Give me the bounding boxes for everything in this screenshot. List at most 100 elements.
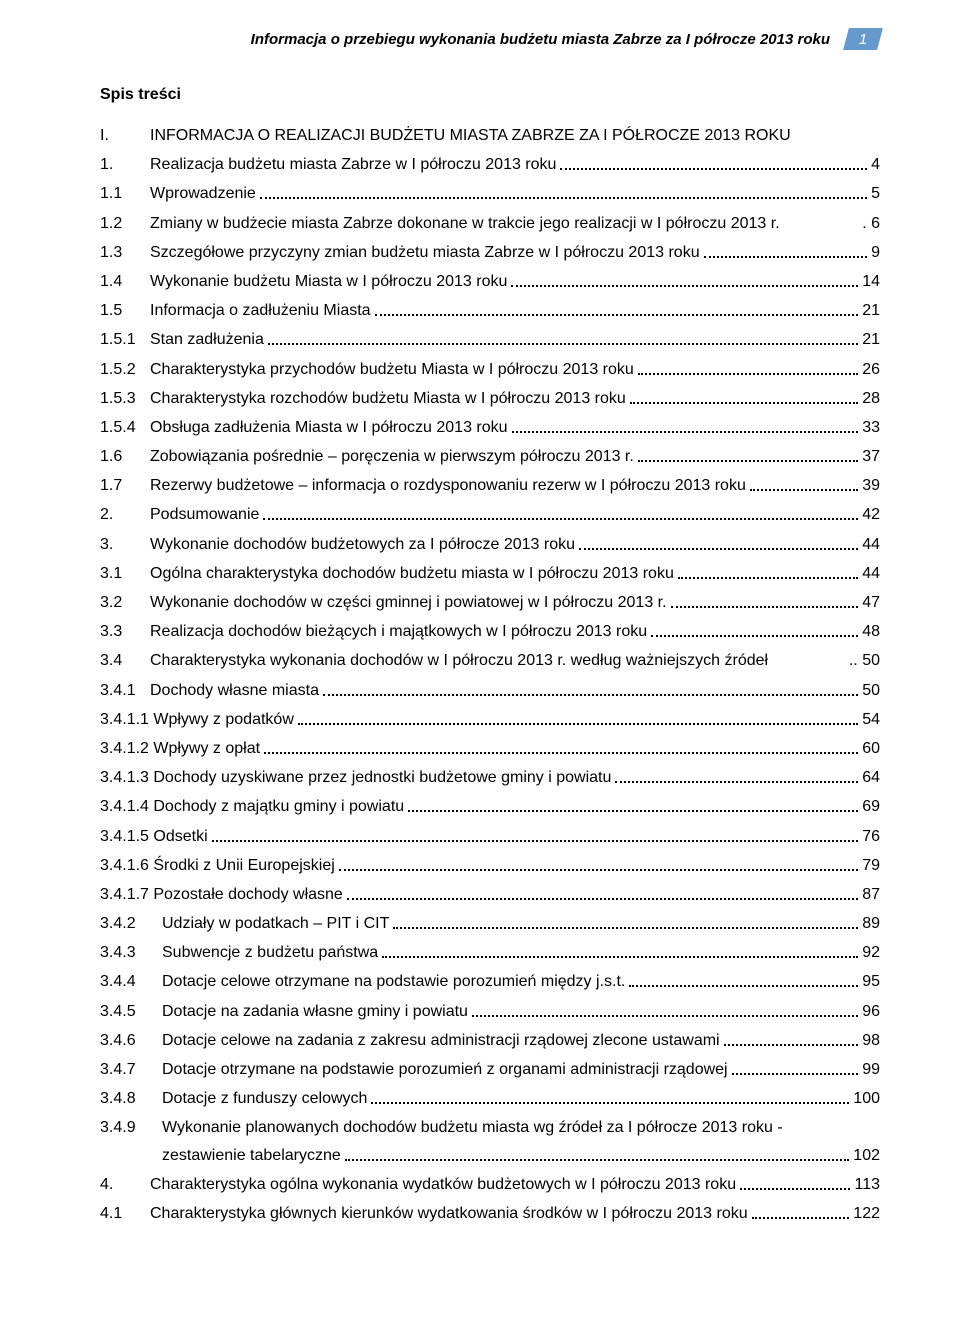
toc-number: 3.4.1: [100, 683, 150, 699]
toc-row: 4.1Charakterystyka głównych kierunków wy…: [100, 1206, 880, 1222]
toc-leader: [260, 197, 867, 199]
toc-page: 69: [862, 799, 880, 815]
toc-title: Wykonanie dochodów w części gminnej i po…: [150, 595, 667, 611]
toc-title: Stan zadłużenia: [150, 332, 264, 348]
toc-title: INFORMACJA O REALIZACJI BUDŻETU MIASTA Z…: [150, 128, 791, 144]
toc-number: 4.: [100, 1177, 150, 1193]
toc-leader: [298, 723, 858, 725]
toc-title: Obsługa zadłużenia Miasta w I półroczu 2…: [150, 420, 508, 436]
toc-row: 3.3Realizacja dochodów bieżących i mająt…: [100, 624, 880, 640]
toc-leader: [375, 314, 859, 316]
toc-title: Podsumowanie: [150, 507, 259, 523]
toc-leader: [347, 898, 858, 900]
toc-number: 1.5: [100, 303, 150, 319]
toc-leader: [724, 1044, 859, 1046]
toc-row: 1.4Wykonanie budżetu Miasta w I półroczu…: [100, 274, 880, 290]
toc-title: Charakterystyka ogólna wykonania wydatkó…: [150, 1177, 736, 1193]
toc-number: 1.5.1: [100, 332, 150, 348]
toc-row: 3.4.1.1 Wpływy z podatków54: [100, 712, 880, 728]
toc-leader: [393, 927, 858, 929]
toc-row: 1.5.1Stan zadłużenia21: [100, 332, 880, 348]
toc-page: 98: [862, 1033, 880, 1049]
toc-number: 3.4.9: [100, 1120, 162, 1136]
toc-row: 3.4.5Dotacje na zadania własne gminy i p…: [100, 1004, 880, 1020]
toc-heading: Spis treści: [100, 86, 880, 104]
toc-row: 1.2Zmiany w budżecie miasta Zabrze dokon…: [100, 216, 880, 232]
toc-leader: [630, 402, 858, 404]
toc-page: . 6: [862, 216, 880, 232]
toc-leader: [678, 577, 858, 579]
toc-title: Dotacje celowe na zadania z zakresu admi…: [162, 1033, 720, 1049]
page-header: Informacja o przebiegu wykonania budżetu…: [100, 28, 880, 50]
toc-title: Zobowiązania pośrednie – poręczenia w pi…: [150, 449, 634, 465]
toc-leader: [750, 489, 858, 491]
toc-leader: [345, 1159, 850, 1161]
toc-row: 1.7Rezerwy budżetowe – informacja o rozd…: [100, 478, 880, 494]
toc-row: 1.5.3Charakterystyka rozchodów budżetu M…: [100, 391, 880, 407]
header-title: Informacja o przebiegu wykonania budżetu…: [251, 31, 830, 48]
toc-number: 3.4.2: [100, 916, 162, 932]
toc-title: Dotacje celowe otrzymane na podstawie po…: [162, 974, 625, 990]
toc-page: 47: [862, 595, 880, 611]
toc-number: 3.: [100, 537, 150, 553]
toc-row: 3.4.1.6 Środki z Unii Europejskiej79: [100, 858, 880, 874]
toc-page: 100: [853, 1091, 880, 1107]
toc-page: 64: [862, 770, 880, 786]
toc-row: 3.4Charakterystyka wykonania dochodów w …: [100, 653, 880, 669]
toc-title: Informacja o zadłużeniu Miasta: [150, 303, 371, 319]
toc-row: 1.6Zobowiązania pośrednie – poręczenia w…: [100, 449, 880, 465]
toc-title: 3.4.1.7 Pozostałe dochody własne: [100, 887, 343, 903]
toc-number: 3.4.7: [100, 1062, 162, 1078]
toc-leader: [323, 694, 858, 696]
toc-page: 102: [853, 1148, 880, 1164]
toc-leader: [732, 1073, 859, 1075]
toc-row: 3.4.1Dochody własne miasta50: [100, 683, 880, 699]
toc-row: 3.4.1.2 Wpływy z opłat60: [100, 741, 880, 757]
toc-row: 4.Charakterystyka ogólna wykonania wydat…: [100, 1177, 880, 1193]
toc-page: 76: [862, 829, 880, 845]
toc-number: 4.1: [100, 1206, 150, 1222]
toc-page: 60: [862, 741, 880, 757]
toc-number: 3.3: [100, 624, 150, 640]
toc-row: 3.4.7Dotacje otrzymane na podstawie poro…: [100, 1062, 880, 1078]
toc-title: Dochody własne miasta: [150, 683, 319, 699]
toc-title: Dotacje na zadania własne gminy i powiat…: [162, 1004, 468, 1020]
toc-title: Wykonanie budżetu Miasta w I półroczu 20…: [150, 274, 507, 290]
toc-row: 2.Podsumowanie42: [100, 507, 880, 523]
toc-number: 3.4.6: [100, 1033, 162, 1049]
toc-leader: [268, 343, 858, 345]
toc-number: 1.2: [100, 216, 150, 232]
toc-leader: [560, 168, 867, 170]
toc-row: zestawienie tabelaryczne102: [100, 1148, 880, 1164]
toc-number: 3.4.8: [100, 1091, 162, 1107]
toc-row: 3.2Wykonanie dochodów w części gminnej i…: [100, 595, 880, 611]
toc-leader: [512, 431, 859, 433]
toc-title: 3.4.1.1 Wpływy z podatków: [100, 712, 294, 728]
toc-leader: [263, 518, 858, 520]
toc-number: 3.4.3: [100, 945, 162, 961]
toc-page: 42: [862, 507, 880, 523]
toc-number: 1.7: [100, 478, 150, 494]
toc-page: 96: [862, 1004, 880, 1020]
toc-title: 3.4.1.5 Odsetki: [100, 829, 208, 845]
toc-page: 39: [862, 478, 880, 494]
toc-number: 1.: [100, 157, 150, 173]
toc-page: 4: [871, 157, 880, 173]
toc-leader: [638, 460, 858, 462]
toc-row: 3.4.2Udziały w podatkach – PIT i CIT89: [100, 916, 880, 932]
toc-number: 1.5.3: [100, 391, 150, 407]
toc-page: 122: [853, 1206, 880, 1222]
toc-number: 1.3: [100, 245, 150, 261]
toc-title: Charakterystyka rozchodów budżetu Miasta…: [150, 391, 626, 407]
toc-title: Realizacja budżetu miasta Zabrze w I pół…: [150, 157, 556, 173]
toc-title: Udziały w podatkach – PIT i CIT: [162, 916, 389, 932]
toc-number: 1.5.2: [100, 362, 150, 378]
toc-page: 99: [862, 1062, 880, 1078]
toc-title: Subwencje z budżetu państwa: [162, 945, 378, 961]
toc-row: 3.Wykonanie dochodów budżetowych za I pó…: [100, 537, 880, 553]
document-page: Informacja o przebiegu wykonania budżetu…: [0, 0, 960, 1343]
toc-number: 1.5.4: [100, 420, 150, 436]
toc-leader: [651, 635, 858, 637]
toc-number: 1.1: [100, 186, 150, 202]
toc-page: 87: [862, 887, 880, 903]
